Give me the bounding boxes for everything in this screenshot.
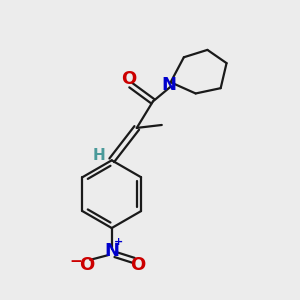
Text: N: N <box>162 76 177 94</box>
Text: +: + <box>114 237 123 247</box>
Text: O: O <box>79 256 94 274</box>
Text: N: N <box>104 242 119 260</box>
Text: H: H <box>93 148 106 164</box>
Text: O: O <box>121 70 136 88</box>
Text: −: − <box>69 254 82 269</box>
Text: O: O <box>130 256 146 274</box>
